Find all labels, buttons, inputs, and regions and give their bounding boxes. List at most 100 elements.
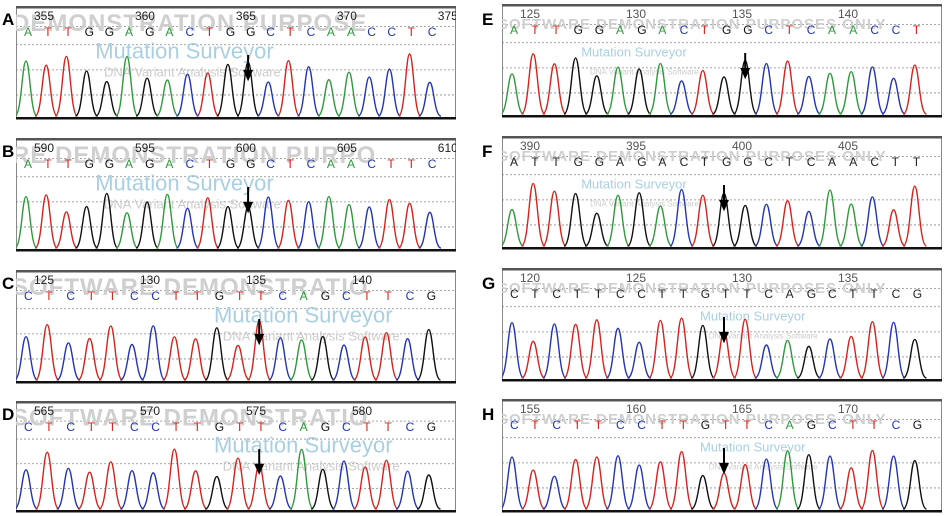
trace-peak (155, 193, 180, 249)
trace-peak (669, 80, 694, 115)
base-call: T (109, 420, 117, 434)
trace-peak (627, 341, 652, 379)
position-number: 565 (34, 404, 54, 418)
position-number: 135 (732, 7, 752, 21)
base-call: G (574, 23, 583, 37)
base-call: T (408, 157, 416, 171)
trace-peak (563, 192, 588, 247)
trace-peak (902, 338, 927, 379)
position-number: 165 (732, 402, 752, 416)
base-call: T (701, 155, 709, 169)
trace-peak (317, 195, 341, 249)
base-call: C (406, 289, 415, 303)
trace-peak (175, 73, 200, 117)
trace-peak (775, 60, 800, 115)
position-number: 390 (520, 139, 540, 153)
trace-peak (119, 343, 145, 381)
base-call: T (658, 287, 666, 301)
mutation-arrowhead (254, 463, 265, 475)
trace-peak (711, 76, 737, 115)
base-call: C (130, 420, 139, 434)
position-number: 595 (135, 141, 155, 155)
base-call: T (680, 287, 688, 301)
watermark-brand: Mutation Surveyor (700, 308, 806, 323)
base-call: A (300, 289, 308, 303)
base-call: A (24, 157, 32, 171)
base-call: C (266, 25, 275, 39)
trace-peak (204, 475, 229, 510)
trace-peak (563, 458, 588, 510)
trace-peak (796, 75, 821, 115)
position-number: 570 (140, 404, 160, 418)
base-call: T (64, 25, 72, 39)
watermark-brand: Mutation Surveyor (95, 38, 274, 63)
trace-peak (268, 337, 293, 381)
trace-peak (542, 323, 567, 379)
base-call: C (764, 155, 773, 169)
trace-peak (817, 338, 843, 379)
trace-peak (331, 460, 357, 510)
trace-peak (881, 455, 906, 510)
trace-peak (175, 207, 200, 249)
base-call: G (574, 155, 583, 169)
base-call: C (24, 420, 33, 434)
base-call: C (552, 287, 561, 301)
base-call: T (870, 287, 878, 301)
trace-peak (276, 59, 301, 117)
trace-peak (669, 188, 694, 247)
base-call: T (722, 418, 730, 432)
trace-peak (860, 66, 885, 115)
base-call: G (145, 25, 154, 39)
trace-svg: SOFTWARE DEMONSTRATION PURPOSES ONLY Muta… (502, 268, 942, 382)
base-call: A (849, 155, 857, 169)
trace-peak (16, 469, 39, 510)
position-number: 125 (520, 7, 540, 21)
base-call: C (367, 157, 376, 171)
base-call: T (913, 23, 921, 37)
base-call: C (151, 420, 160, 434)
watermark-brand: Mutation Surveyor (95, 170, 274, 195)
trace-peak (162, 336, 187, 381)
base-call: C (616, 287, 625, 301)
trace-peak (838, 70, 864, 115)
trace-peak (74, 205, 99, 249)
position-number: 140 (838, 7, 858, 21)
base-call: A (786, 287, 794, 301)
trace-peak (860, 196, 885, 247)
base-call: C (870, 155, 879, 169)
base-call: G (85, 157, 94, 171)
trace-peak (256, 196, 281, 249)
trace-peak (276, 199, 301, 249)
base-call: A (24, 25, 32, 39)
trace-peak (605, 455, 631, 510)
base-call: G (321, 289, 330, 303)
mutation-arrowhead (719, 199, 729, 212)
base-call: G (637, 155, 646, 169)
base-call: T (257, 420, 265, 434)
trace-svg: SOFTWARE DEMONSTRATION PURPOSES ONLY Muta… (502, 399, 942, 513)
trace-peak (860, 321, 885, 379)
watermark-text: SOFTWARE DEMONSTRATION PURPOSES ONLY (502, 16, 887, 33)
trace-peak (520, 182, 546, 247)
base-call: G (743, 23, 752, 37)
trace-peak (881, 321, 906, 379)
base-call: C (307, 25, 316, 39)
base-call: G (145, 157, 154, 171)
trace-peak (626, 464, 652, 510)
base-call: G (595, 23, 604, 37)
base-call: T (44, 157, 52, 171)
base-call: C (680, 23, 689, 37)
trace-peak (54, 211, 78, 249)
base-call: G (595, 155, 604, 169)
base-call: T (786, 23, 794, 37)
base-call: G (105, 157, 114, 171)
base-call: G (427, 420, 436, 434)
trace-svg: SOFTWARE DEMONSTRATION PURPOSES ONLY Muta… (502, 4, 942, 118)
panel-letter-f: F (482, 142, 493, 161)
trace-peak (690, 474, 715, 510)
base-call: C (342, 289, 351, 303)
base-call: T (552, 23, 560, 37)
trace-peak (34, 64, 58, 117)
